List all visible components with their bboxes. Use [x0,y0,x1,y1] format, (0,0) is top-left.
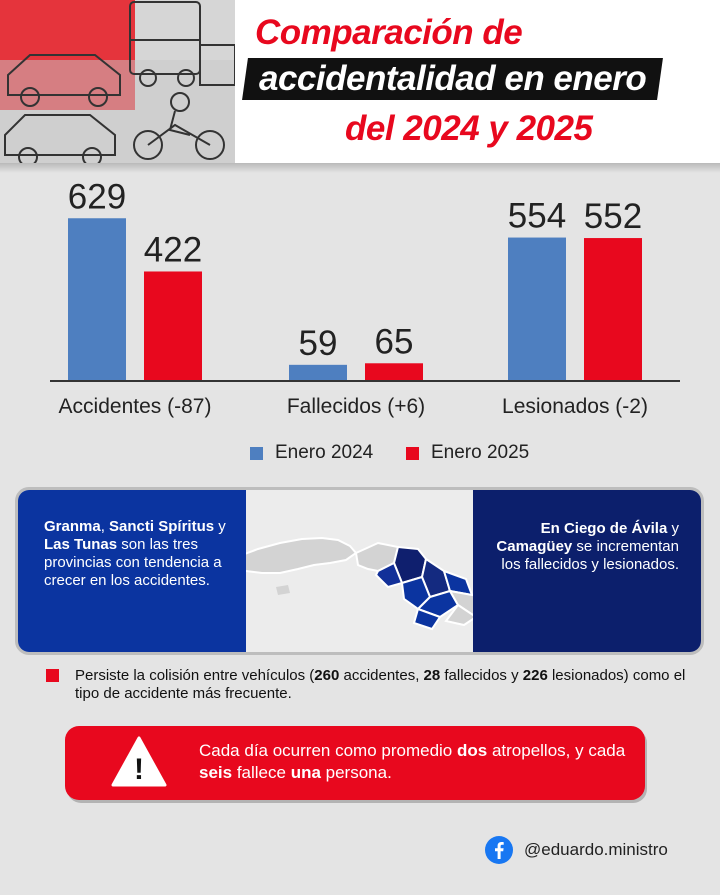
legend-item-2024: Enero 2024 [250,440,373,466]
title-line-2-text: accidentalidad en enero [259,59,647,98]
category-label-2: Lesionados (-2) [502,395,648,418]
alert-b1: dos [456,741,488,760]
alert-t3: fallece [232,763,291,782]
alert-b3: una [290,763,321,782]
bar-2025-1 [365,363,423,380]
title-line-2: accidentalidad en enero [242,58,664,100]
panel-left: Granma, Sancti Spíritus y Las Tunas son … [18,490,246,652]
bar-2025-2 [584,238,642,380]
warning-glyph: ! [134,753,144,786]
alert-b2: seis [199,763,233,782]
legend-label-2024: Enero 2024 [275,442,374,463]
alert-t1: Cada día ocurren como promedio [199,741,457,760]
note-text: Persiste la colisión entre vehículos (26… [47,667,687,703]
bar-2024-0 [68,218,126,380]
data-label-2025-1: 65 [375,322,414,361]
header: Comparación de accidentalidad en enero d… [0,0,720,165]
sep-2: y [214,518,226,535]
title-line-3: del 2024 y 2025 [345,109,593,148]
bar-2024-2 [508,237,566,380]
data-label-2024-1: 59 [299,324,338,363]
sep-1: , [100,518,110,535]
legend-item-2025: Enero 2025 [406,440,529,466]
cuba-map [218,536,496,631]
panel-left-text: Granma, Sancti Spíritus y Las Tunas son … [44,518,234,590]
chart-legend: Enero 2024 Enero 2025 [0,440,720,466]
legend-swatch-2024 [250,446,263,460]
note-bullet [46,669,59,682]
note-t3: fallecidos y [440,667,523,684]
data-label-2024-0: 629 [68,177,126,216]
data-label-2025-0: 422 [144,230,202,269]
panel-right-rest: se incrementan los fallecidos y lesionad… [501,538,679,573]
facebook-handle-text: @eduardo.ministro [524,840,668,859]
collision-note: Persiste la colisión entre vehículos (26… [46,667,687,703]
bar-chart: 629 59 554 422 65 552 Accidentes (-87) Fallecid… [50,177,680,418]
province-camaguey: Camagüey [496,538,573,555]
hero-illustration [0,0,235,165]
bar-2024-1 [289,364,347,380]
province-ciego-de-avila: En Ciego de Ávila [540,520,668,537]
alert-box: ! Cada día ocurren como promedio dos atr… [65,726,645,800]
facebook-handle[interactable]: @eduardo.ministro [485,836,668,864]
alert-text: Cada día ocurren como promedio dos atrop… [199,740,639,784]
facebook-icon [485,836,513,864]
panel-left-rest: son las tres provincias con tendencia a … [44,536,222,589]
note-t4: lesionados) como el tipo de accidente má… [75,667,686,702]
warning-icon: ! [111,736,167,787]
legend-swatch-2025 [406,446,419,460]
province-granma: Granma [44,518,101,535]
legend-label-2025: Enero 2025 [431,442,530,463]
sep-3: y [667,520,679,537]
panel-right: En Ciego de Ávila y Camagüey se incremen… [473,490,701,652]
title-line-1: Comparación de [255,13,523,52]
bar-2025-0 [144,271,202,380]
provinces-panel: Granma, Sancti Spíritus y Las Tunas son … [15,487,704,655]
note-n2: 28 [423,667,441,684]
panel-right-text: En Ciego de Ávila y Camagüey se incremen… [489,520,679,574]
province-sancti-spiritus: Sancti Spíritus [109,518,215,535]
data-label-2025-2: 552 [584,197,642,236]
note-t2: accidentes, [339,667,424,684]
data-label-2024-2: 554 [508,197,566,236]
category-label-1: Fallecidos (+6) [287,395,425,418]
alert-t2: atropellos, y cada [487,741,626,760]
alert-t4: persona. [320,763,392,782]
note-n3: 226 [522,667,548,684]
province-las-tunas: Las Tunas [44,536,118,553]
note-t1: Persiste la colisión entre vehículos ( [75,667,315,684]
note-n1: 260 [314,667,340,684]
header-shadow [0,163,720,173]
category-label-0: Accidentes (-87) [59,395,212,418]
